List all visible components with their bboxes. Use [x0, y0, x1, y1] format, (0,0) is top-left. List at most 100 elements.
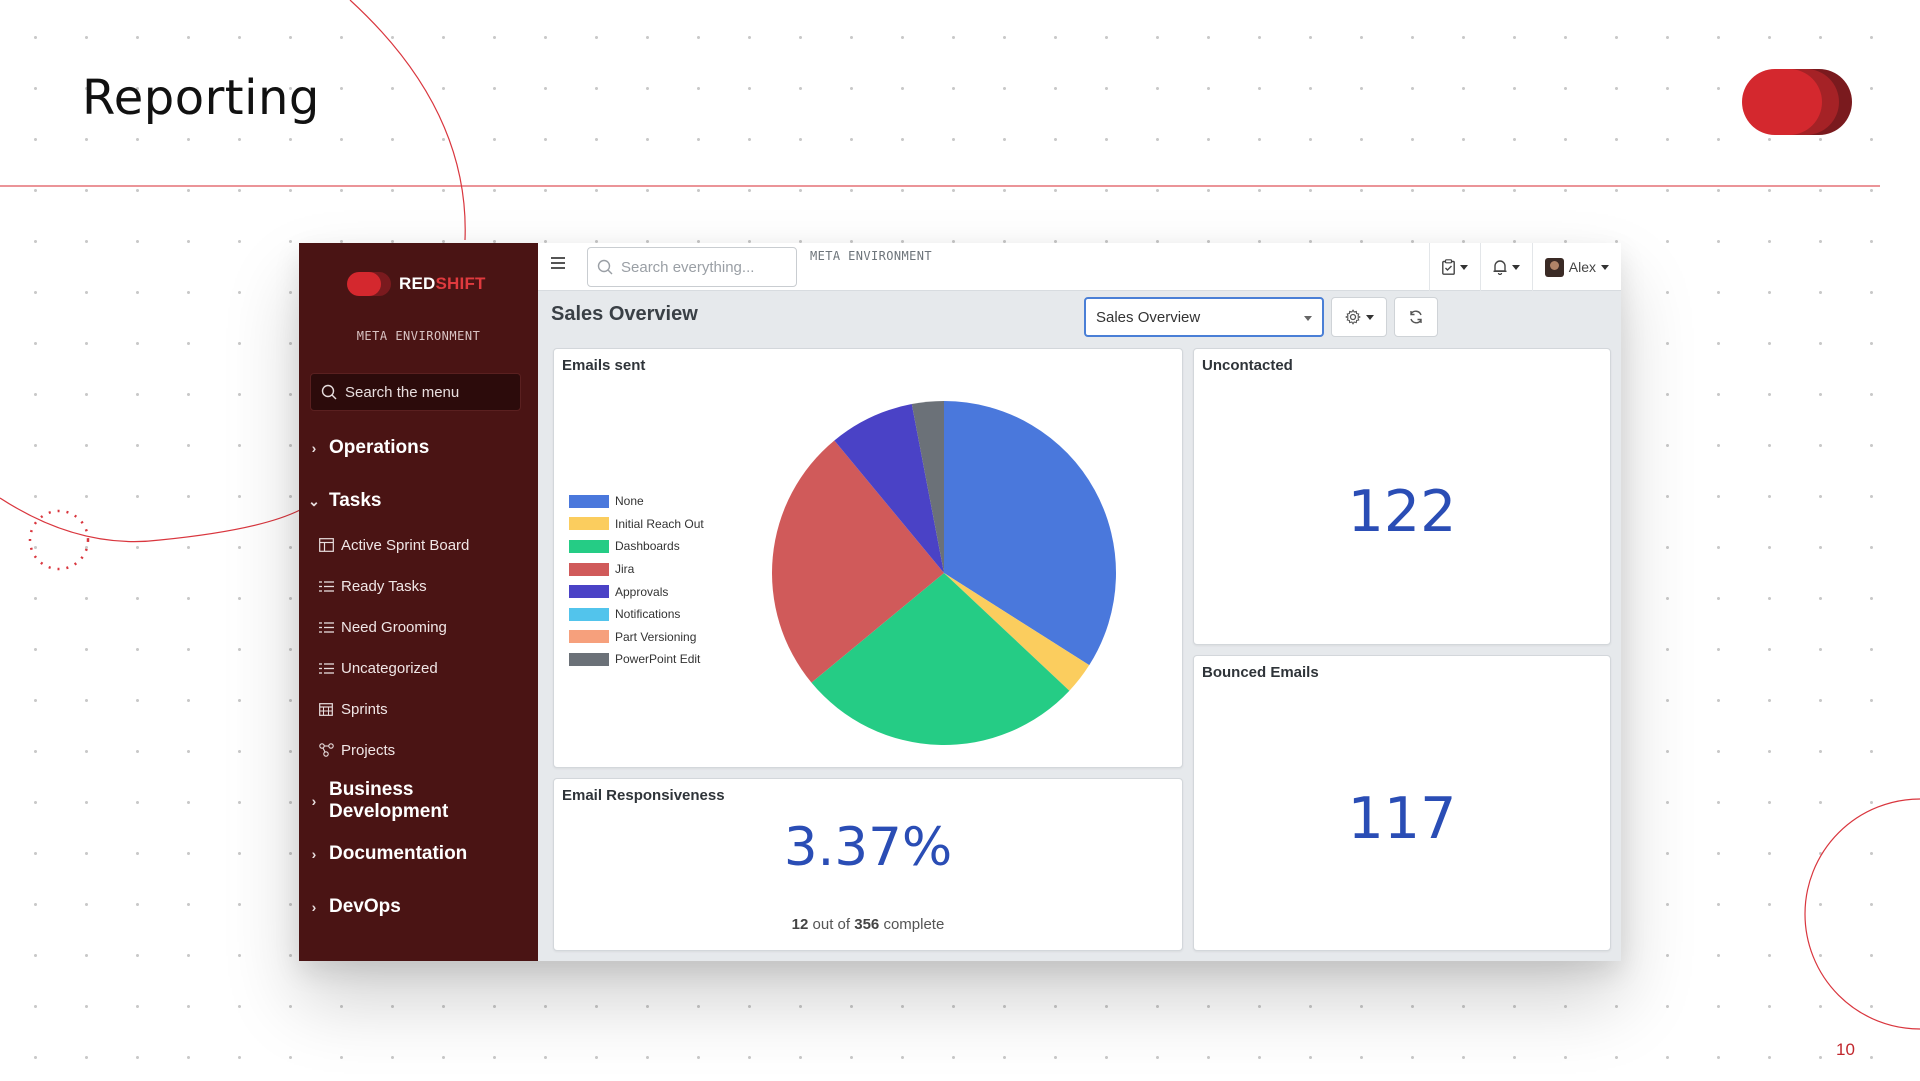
- legend-label: PowerPoint Edit: [615, 652, 701, 667]
- card-title: Email Responsiveness: [562, 787, 725, 804]
- caret-down-icon: [1601, 264, 1609, 270]
- total-count: 356: [854, 916, 880, 933]
- legend-swatch: [569, 562, 609, 576]
- refresh-button[interactable]: [1394, 297, 1438, 337]
- board-icon: [319, 538, 334, 552]
- app-window: REDSHIFT META ENVIRONMENT Search the men…: [299, 243, 1621, 961]
- chevron-down-icon: [1304, 316, 1312, 321]
- chevron-right-icon: ›: [311, 899, 317, 915]
- sidebar-group-label: Business Development: [328, 779, 449, 822]
- legend-swatch: [569, 607, 609, 621]
- notifications-button[interactable]: [1479, 243, 1532, 291]
- app-logo[interactable]: REDSHIFT: [347, 270, 486, 298]
- gear-icon: [1344, 309, 1361, 325]
- legend-label: Part Versioning: [615, 629, 697, 644]
- pie-slice-none[interactable]: [944, 401, 1116, 666]
- sidebar-group-business-development[interactable]: › Business Development: [299, 779, 538, 822]
- bounced-emails-card: Bounced Emails 117: [1193, 655, 1611, 951]
- sidebar-item-ready-tasks[interactable]: Ready Tasks: [299, 571, 538, 601]
- user-menu-button[interactable]: Alex: [1531, 243, 1621, 291]
- chevron-down-icon: ⌄: [308, 492, 320, 509]
- list-icon: [319, 662, 334, 674]
- sidebar-group-operations[interactable]: › Operations: [299, 431, 538, 465]
- sidebar-search-placeholder: Search the menu: [345, 383, 460, 401]
- caret-down-icon: [1365, 314, 1374, 320]
- legend-item[interactable]: PowerPoint Edit: [569, 648, 704, 671]
- sidebar-item-uncategorized[interactable]: Uncategorized: [299, 653, 538, 683]
- logo-shift-text: SHIFT: [435, 274, 486, 293]
- dashboard-select[interactable]: Sales Overview: [1084, 297, 1324, 337]
- sidebar-item-label: Need Grooming: [341, 618, 447, 636]
- sidebar-group-label: Tasks: [329, 490, 382, 511]
- sidebar-group-tasks[interactable]: ⌄ Tasks: [299, 484, 538, 518]
- sidebar: REDSHIFT META ENVIRONMENT Search the men…: [299, 243, 538, 961]
- dashboard-settings-button[interactable]: [1331, 297, 1387, 337]
- slide-title: Reporting: [82, 70, 320, 126]
- pie-slice-powerpoint-edit[interactable]: [911, 401, 944, 573]
- pie-slice-initial-reach-out[interactable]: [944, 573, 1090, 691]
- redshift-logo-icon: [347, 272, 391, 296]
- card-title: Uncontacted: [1202, 357, 1293, 374]
- chevron-right-icon: ›: [311, 793, 317, 809]
- global-search-input[interactable]: Search everything...: [587, 247, 797, 287]
- pie-slice-dashboards[interactable]: [811, 573, 1070, 745]
- dashboard-select-value: Sales Overview: [1096, 308, 1201, 326]
- sidebar-item-active-sprint-board[interactable]: Active Sprint Board: [299, 530, 538, 560]
- list-icon: [319, 580, 334, 592]
- hamburger-menu-icon[interactable]: [551, 257, 565, 271]
- sidebar-search-input[interactable]: Search the menu: [310, 373, 521, 411]
- redshift-brand-mark: [1742, 69, 1852, 135]
- sidebar-item-label: Active Sprint Board: [341, 536, 470, 554]
- page-number: 10: [1836, 1040, 1855, 1059]
- calendar-icon: [319, 703, 333, 716]
- legend-item[interactable]: Initial Reach Out: [569, 513, 704, 536]
- legend-label: Initial Reach Out: [615, 516, 704, 531]
- card-title: Bounced Emails: [1202, 664, 1319, 681]
- search-icon: [321, 384, 337, 400]
- sidebar-group-documentation[interactable]: › Documentation: [299, 837, 538, 871]
- legend-item[interactable]: Notifications: [569, 603, 704, 626]
- main-content: Search everything... META ENVIRONMENT Al…: [538, 243, 1621, 961]
- environment-label: META ENVIRONMENT: [810, 249, 932, 263]
- bell-icon: [1493, 260, 1507, 275]
- complete-text: complete: [883, 916, 945, 933]
- sidebar-item-label: Ready Tasks: [341, 577, 427, 595]
- clipboard-menu-button[interactable]: [1428, 243, 1480, 291]
- responsiveness-progress-text: 12 out of 356 complete: [554, 916, 1182, 933]
- sidebar-item-projects[interactable]: Projects: [299, 735, 538, 765]
- sidebar-group-label: Operations: [329, 437, 430, 458]
- chevron-right-icon: ›: [311, 440, 317, 456]
- top-bar: Search everything... META ENVIRONMENT Al…: [538, 243, 1621, 291]
- legend-item[interactable]: Dashboards: [569, 535, 704, 558]
- chevron-right-icon: ›: [311, 846, 317, 862]
- legend-item[interactable]: Part Versioning: [569, 626, 704, 649]
- user-name: Alex: [1568, 259, 1596, 275]
- emails-sent-pie-chart: [772, 401, 1116, 745]
- logo-red-text: RED: [399, 274, 436, 293]
- legend-label: Jira: [615, 562, 635, 577]
- legend-label: Notifications: [615, 607, 681, 622]
- global-search-placeholder: Search everything...: [621, 258, 755, 276]
- legend-swatch: [569, 494, 609, 508]
- legend-item[interactable]: Jira: [569, 558, 704, 581]
- sidebar-item-sprints[interactable]: Sprints: [299, 694, 538, 724]
- legend-label: Dashboards: [615, 539, 680, 554]
- project-icon: [319, 743, 334, 757]
- legend-swatch: [569, 539, 609, 553]
- list-icon: [319, 621, 334, 633]
- completed-count: 12: [791, 916, 809, 933]
- sidebar-item-need-grooming[interactable]: Need Grooming: [299, 612, 538, 642]
- legend-swatch: [569, 630, 609, 644]
- sidebar-item-label: Projects: [341, 741, 396, 759]
- chart-legend: None Initial Reach Out Dashboards Jira Appro…: [569, 490, 704, 671]
- legend-swatch: [569, 517, 609, 531]
- uncontacted-card: Uncontacted 122: [1193, 348, 1611, 645]
- dashboard-title: Sales Overview: [551, 303, 698, 325]
- uncontacted-value: 122: [1347, 479, 1457, 545]
- legend-item[interactable]: None: [569, 490, 704, 513]
- pie-slice-approvals[interactable]: [834, 404, 944, 573]
- pie-slice-jira[interactable]: [772, 440, 944, 683]
- sidebar-group-devops[interactable]: › DevOps: [299, 890, 538, 924]
- app-logo-text: REDSHIFT: [399, 274, 486, 294]
- legend-item[interactable]: Approvals: [569, 580, 704, 603]
